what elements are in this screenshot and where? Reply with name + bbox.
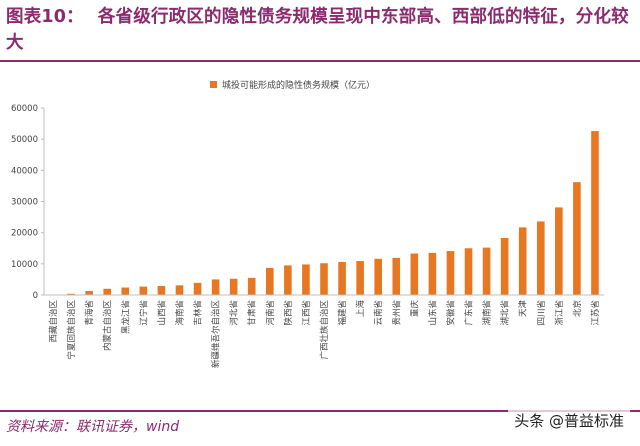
- x-tick-label: 湖南省: [482, 300, 493, 326]
- bar-9: [193, 282, 202, 295]
- bar-8: [175, 285, 184, 295]
- bar-7: [157, 285, 166, 295]
- bar-10: [211, 279, 220, 295]
- bar-14: [284, 265, 292, 295]
- bar-13: [266, 267, 274, 295]
- y-tick-label: 10000: [11, 260, 38, 270]
- bar-24: [464, 248, 473, 295]
- x-tick-label: 山西省: [156, 300, 167, 326]
- x-tick-label: 天津: [518, 300, 529, 318]
- bar-19: [374, 258, 382, 295]
- bar-11: [229, 278, 238, 295]
- x-tick-label: 云南省: [373, 300, 384, 326]
- title-text: 各省级行政区的隐性债务规模呈现中东部高、西部低的特征，分化较大: [6, 7, 629, 53]
- watermark: 头条 @普益标准: [508, 408, 630, 433]
- bar-15: [302, 264, 310, 295]
- y-tick-label: 20000: [11, 229, 38, 239]
- x-tick-label: 甘肃省: [247, 300, 258, 326]
- bar-2: [67, 293, 75, 295]
- x-tick-label: 广东省: [464, 300, 475, 326]
- x-tick-label: 浙江省: [554, 300, 565, 326]
- x-tick-label: 河南省: [265, 300, 276, 326]
- bar-25: [482, 247, 491, 295]
- bar-5: [121, 287, 130, 295]
- bar-23: [446, 251, 455, 295]
- x-tick-label: 陕西省: [283, 300, 294, 326]
- x-tick-label: 四川省: [536, 300, 547, 326]
- x-tick-label: 海南省: [174, 300, 185, 326]
- figure-label: 图表10：: [6, 7, 84, 27]
- x-tick-label: 江西省: [301, 300, 312, 326]
- bar-31: [591, 131, 599, 295]
- y-axis: 0 10000 20000 30000 40000 50000 60000: [11, 104, 45, 301]
- x-tick-label: 江苏省: [590, 300, 601, 326]
- x-tick-label: 青海省: [84, 300, 95, 326]
- x-tick-label: 安徽省: [445, 300, 456, 326]
- bar-16: [320, 263, 328, 295]
- bars: [49, 131, 599, 296]
- bar-27: [518, 227, 527, 295]
- x-tick-label: 西藏自治区: [48, 300, 59, 343]
- y-tick-label: 0: [33, 291, 38, 301]
- source-note: 资料来源：联讯证券，wind: [6, 419, 180, 435]
- legend-label: 城投可能形成的隐性债务规模（亿元）: [222, 79, 375, 91]
- x-tick-label: 湖北省: [500, 300, 511, 326]
- bar-17: [338, 261, 346, 295]
- chart-title: 图表10： 各省级行政区的隐性债务规模呈现中东部高、西部低的特征，分化较大: [6, 4, 634, 56]
- bar-20: [392, 257, 401, 295]
- y-tick-label: 50000: [11, 135, 38, 145]
- bar-29: [555, 207, 563, 295]
- y-tick-label: 60000: [11, 104, 38, 114]
- bar-30: [573, 182, 581, 295]
- x-tick-label: 广西壮族自治区: [319, 300, 330, 360]
- x-tick-label: 山东省: [427, 300, 438, 326]
- footer-divider: [0, 410, 640, 412]
- x-tick-label: 上海: [355, 300, 366, 318]
- x-tick-label: 河北省: [229, 300, 240, 326]
- x-tick-label: 辽宁省: [138, 300, 149, 326]
- legend-swatch: [210, 81, 217, 88]
- x-tick-label: 吉林省: [193, 300, 204, 326]
- title-divider: [0, 60, 640, 62]
- x-tick-label: 北京: [572, 300, 583, 317]
- y-tick-label: 40000: [11, 166, 38, 176]
- bar-4: [103, 288, 112, 295]
- x-tick-label: 新疆维吾尔自治区: [211, 300, 222, 369]
- x-tick-label: 内蒙古自治区: [102, 300, 113, 352]
- bar-18: [356, 261, 364, 295]
- bar-chart: 城投可能形成的隐性债务规模（亿元） 0 10000 20000 30000 40000 5…: [11, 79, 604, 369]
- bar-12: [247, 277, 256, 295]
- bar-22: [428, 252, 437, 295]
- x-tick-label: 宁夏回族自治区: [66, 300, 77, 360]
- bar-28: [536, 221, 545, 295]
- bar-21: [410, 253, 419, 295]
- bar-6: [139, 286, 148, 295]
- bar-26: [500, 237, 509, 295]
- x-tick-label: 贵州省: [391, 300, 402, 326]
- bar-3: [85, 290, 93, 295]
- x-tick-label: 福建省: [337, 300, 348, 326]
- x-tick-label: 黑龙江省: [120, 300, 131, 335]
- legend: 城投可能形成的隐性债务规模（亿元）: [210, 79, 375, 91]
- x-tick-label: 重庆: [409, 300, 420, 318]
- x-axis-labels: 西藏自治区 宁夏回族自治区 青海省 内蒙古自治区 黑龙江省 辽宁省 山西省 海南省 吉林省 新疆维…: [48, 300, 601, 369]
- y-tick-label: 30000: [11, 198, 38, 208]
